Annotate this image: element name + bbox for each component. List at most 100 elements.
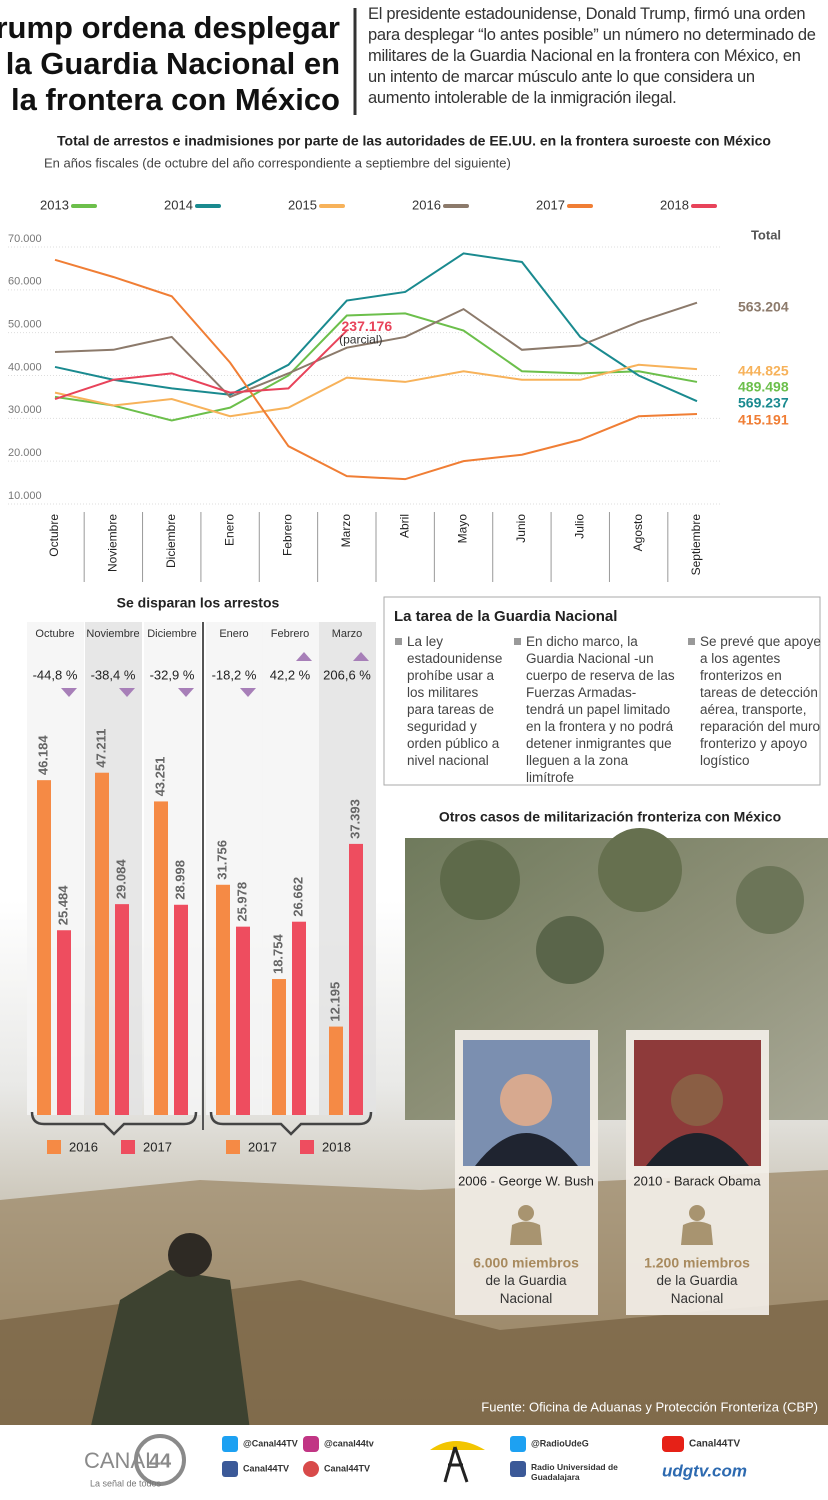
x-tick-label: Octubre <box>47 514 61 557</box>
portrait-face <box>500 1074 552 1126</box>
facebook-icon <box>510 1461 526 1477</box>
portrait-face <box>671 1074 723 1126</box>
change-label: 42,2 % <box>270 667 311 682</box>
legend-swatch <box>47 1140 61 1154</box>
total-heading: Total <box>751 227 781 242</box>
x-tick-label: Agosto <box>631 514 645 552</box>
bar <box>272 979 286 1115</box>
helmet <box>736 866 804 934</box>
cases-title: Otros casos de militarización fronteriza… <box>439 809 781 825</box>
y-tick-label: 30.000 <box>8 404 42 416</box>
legend-label: 2016 <box>69 1139 98 1154</box>
month-column <box>85 622 142 1115</box>
intro-text: El presidente estadounidense, Donald Tru… <box>368 5 816 107</box>
series-line <box>54 252 698 403</box>
footer-twitter: @Canal44TV <box>243 1438 298 1448</box>
guard-bullet: En dicho marco, la Guardia Nacional -un … <box>514 633 676 786</box>
change-label: -32,9 % <box>150 667 195 682</box>
month-column <box>262 622 319 1115</box>
legend-label: 2017 <box>248 1139 277 1154</box>
footer-logo: CANAL <box>84 1448 157 1473</box>
helmet <box>440 840 520 920</box>
helmet <box>536 916 604 984</box>
legend-label: 2017 <box>143 1139 172 1154</box>
month-column <box>206 622 263 1115</box>
series-line <box>54 301 698 399</box>
bar-value-label: 12.195 <box>327 982 342 1022</box>
source: Fuente: Oficina de Aduanas y Protección … <box>481 1399 818 1414</box>
change-label: -18,2 % <box>212 667 257 682</box>
bar-value-label: 43.251 <box>152 757 167 797</box>
x-tick-label: Septiembre <box>689 514 703 576</box>
change-arrow <box>240 688 256 697</box>
radio-logo <box>430 1441 485 1450</box>
series-line <box>54 363 698 418</box>
twitter-icon <box>222 1436 238 1452</box>
bar-value-label: 29.084 <box>113 859 128 900</box>
bar-value-label: 28.998 <box>172 860 187 900</box>
facebook-icon <box>222 1461 238 1477</box>
footer-radio-facebook: Radio Universidad de Guadalajara <box>531 1462 618 1482</box>
x-tick-label: Diciembre <box>147 628 197 640</box>
bar-value-label: 31.756 <box>214 840 229 880</box>
headline: la frontera con México <box>11 82 340 117</box>
x-tick-label: Diciembre <box>164 514 178 568</box>
legend-label: 2018 <box>322 1139 351 1154</box>
x-tick-label: Abril <box>397 514 411 538</box>
change-label: 206,6 % <box>323 667 371 682</box>
bar <box>329 1026 343 1115</box>
x-tick-label: Marzo <box>339 514 353 548</box>
chart-subtitle: En años fiscales (de octubre del año cor… <box>44 155 511 170</box>
guard-box <box>383 596 821 786</box>
month-column <box>27 622 84 1115</box>
x-tick-label: Noviembre <box>86 628 139 640</box>
change-arrow <box>119 688 135 697</box>
bar <box>174 904 188 1115</box>
footer-radio-twitter: @RadioUdeG <box>531 1438 589 1448</box>
portrait-suit <box>475 1133 578 1166</box>
series-line <box>54 258 698 481</box>
series-total: 569.237 <box>738 395 789 411</box>
footer-slogan: La señal de todos <box>90 1478 162 1488</box>
series-total: 444.825 <box>738 363 789 379</box>
y-tick-label: 40.000 <box>8 361 42 373</box>
change-label: -44,8 % <box>33 667 78 682</box>
y-tick-label: 60.000 <box>8 276 42 288</box>
instagram-icon <box>303 1436 319 1452</box>
change-label: -38,4 % <box>91 667 136 682</box>
bar-value-label: 25.978 <box>234 882 249 922</box>
bar <box>37 780 51 1115</box>
soldier-icon <box>510 1205 542 1245</box>
change-arrow <box>178 688 194 697</box>
x-tick-label: Junio <box>514 514 528 543</box>
series-line <box>54 312 698 422</box>
case-members: 6.000 miembros <box>473 1255 579 1271</box>
bar <box>115 904 129 1115</box>
x-tick-label: Julio <box>572 514 586 539</box>
logo-ring <box>134 1434 186 1486</box>
series-total: 237.176 <box>342 318 393 334</box>
case-detail: de la Guardia Nacional <box>485 1273 567 1306</box>
case-label: 2010 - Barack Obama <box>633 1173 761 1188</box>
legend-label: 2018 <box>660 197 689 212</box>
bar-value-label: 46.184 <box>35 735 50 776</box>
bar-value-label: 26.662 <box>290 877 305 917</box>
periscope-icon <box>303 1461 319 1477</box>
legend-swatch <box>300 1140 314 1154</box>
case-members: 1.200 miembros <box>644 1255 750 1271</box>
bar <box>95 772 109 1115</box>
bar <box>154 801 168 1115</box>
portrait-suit <box>646 1133 749 1166</box>
legend-label: 2015 <box>288 197 317 212</box>
case-label: 2006 - George W. Bush <box>458 1173 594 1188</box>
legend-label: 2016 <box>412 197 441 212</box>
bar-value-label: 47.211 <box>93 729 108 768</box>
y-tick-label: 20.000 <box>8 447 42 459</box>
x-tick-label: Febrero <box>281 514 295 556</box>
group-bracket <box>209 1111 373 1136</box>
guard-bullet: Se prevé que apoye a los agentes fronter… <box>688 633 822 769</box>
agent-silhouette <box>90 1270 250 1430</box>
footer-facebook: Canal44TV <box>243 1463 289 1473</box>
footer-instagram: @canal44tv <box>324 1438 374 1448</box>
